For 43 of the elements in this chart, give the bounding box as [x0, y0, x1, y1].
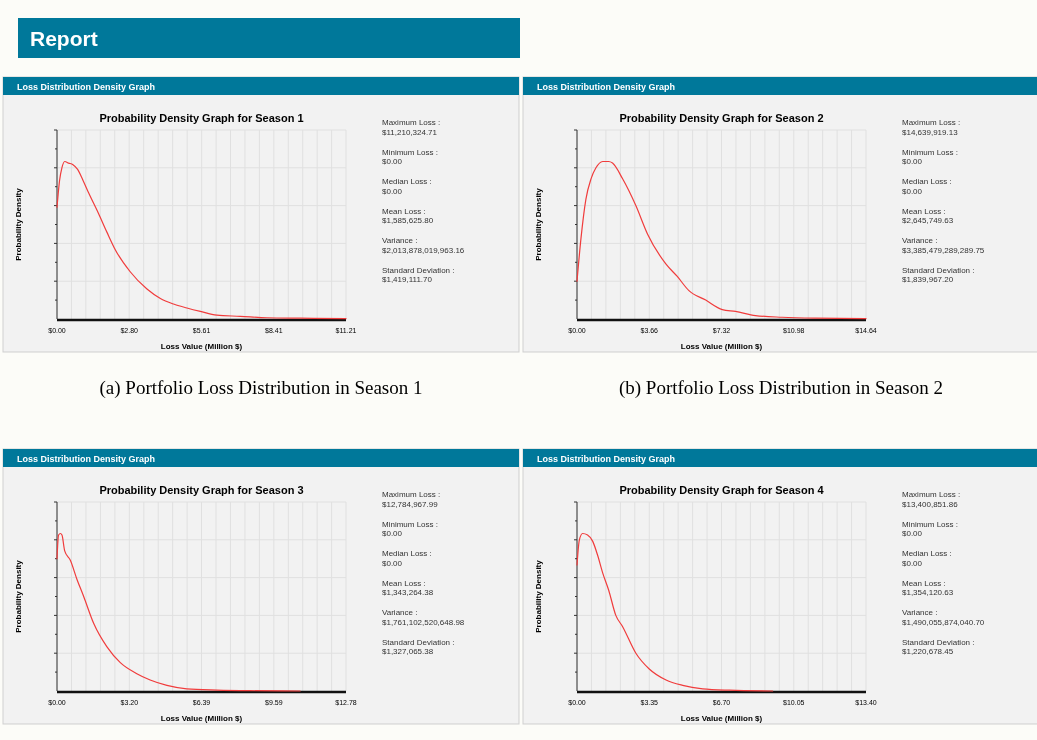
- text: Loss Distribution Density Graph: [17, 454, 156, 464]
- text: Mean Loss : $2,645,749.63: [902, 206, 954, 225]
- x-axis-title: Loss Value (Million $): [680, 342, 763, 351]
- text: Mean Loss : $1,585,625.80: [382, 206, 434, 225]
- x-axis-title: Loss Value (Million $): [160, 342, 243, 351]
- text: Median Loss : $0.00: [382, 549, 432, 568]
- text: Maximum Loss : $11,210,324.71: [382, 118, 441, 137]
- y-axis-title: Probability Density: [14, 187, 23, 261]
- text: Maximum Loss : $12,784,967.99: [382, 490, 441, 509]
- text: Loss Distribution Density Graph: [537, 82, 676, 92]
- text: Mean Loss : $1,343,264.38: [382, 578, 434, 597]
- text: Loss Distribution Density Graph: [17, 82, 156, 92]
- text: Variance : $1,761,102,520,648.98: [382, 608, 465, 627]
- y-axis-title: Probability Density: [534, 559, 543, 633]
- x-axis-title: Loss Value (Million $): [160, 714, 243, 723]
- y-axis-title: Probability Density: [14, 559, 23, 633]
- text: Minimum Loss : $0.00: [382, 147, 439, 166]
- chart-title: Probability Density Graph for Season 2: [619, 112, 824, 124]
- text: (b) Portfolio Loss Distribution in Season 2: [618, 377, 944, 399]
- text: Standard Deviation : $1,839,967.20: [902, 265, 975, 284]
- chart-title: Probability Density Graph for Season 1: [99, 112, 304, 124]
- text: Median Loss : $0.00: [902, 177, 952, 196]
- chart-title: Probability Density Graph for Season 4: [619, 484, 825, 496]
- text: Minimum Loss : $0.00: [382, 519, 439, 538]
- text: Median Loss : $0.00: [902, 549, 952, 568]
- text: Maximum Loss : $13,400,851.86: [902, 490, 961, 509]
- text: Variance : $3,385,479,289,289.75: [902, 236, 985, 255]
- text: Variance : $1,490,055,874,040.70: [902, 608, 985, 627]
- text: Maximum Loss : $14,639,919.13: [902, 118, 961, 137]
- text: Mean Loss : $1,354,120.63: [902, 578, 954, 597]
- text: Standard Deviation : $1,220,678.45: [902, 637, 975, 656]
- text: Median Loss : $0.00: [382, 177, 432, 196]
- y-axis-title: Probability Density: [534, 187, 543, 261]
- text: Minimum Loss : $0.00: [902, 519, 959, 538]
- chart-title: Probability Density Graph for Season 3: [99, 484, 304, 496]
- text: Report: [30, 27, 98, 50]
- x-axis-title: Loss Value (Million $): [680, 714, 763, 723]
- text: Minimum Loss : $0.00: [902, 147, 959, 166]
- text: Standard Deviation : $1,327,065.38: [382, 637, 455, 656]
- text: Loss Distribution Density Graph: [537, 454, 676, 464]
- text: Variance : $2,013,878,019,963.16: [382, 236, 465, 255]
- text: Standard Deviation : $1,419,111.70: [382, 265, 455, 284]
- text: (a) Portfolio Loss Distribution in Season 1: [99, 377, 423, 399]
